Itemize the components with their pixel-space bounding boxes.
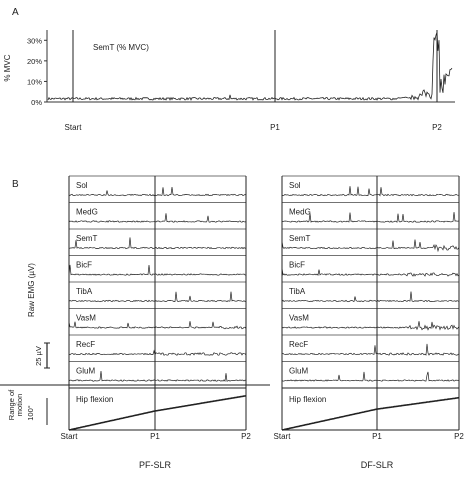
pf-emg-trace-semt: [68, 237, 247, 250]
pf-muscle-label: SemT: [76, 234, 97, 243]
scale-bar: 25 µV: [34, 342, 50, 369]
pf-marker-label: P1: [150, 432, 160, 441]
pf-emg-trace-medg: [68, 213, 247, 223]
df-emg-trace-vasm: [281, 321, 460, 331]
pf-muscle-label: MedG: [76, 208, 98, 217]
pf-muscle-label: RecF: [76, 340, 95, 349]
df-hip-flexion-label: Hip flexion: [289, 395, 326, 404]
panel-a-marker-label: P1: [270, 123, 280, 132]
pf-marker-label: P2: [241, 432, 251, 441]
df-muscle-label: VasM: [289, 314, 309, 323]
panel-b-emg-ylabel: Raw EMG (µV): [27, 263, 36, 317]
pf-muscle-label: BicF: [76, 261, 92, 270]
df-emg-trace-recf: [282, 343, 460, 356]
panel-a-ytick-label: 0%: [31, 98, 42, 107]
rom-label-line1: Range of: [7, 389, 16, 420]
pf-emg-trace-tiba: [68, 291, 247, 303]
rom-label-line2: motion: [15, 394, 24, 417]
panel-a-ylabel: % MVC: [3, 54, 12, 81]
scale-bar-label: 25 µV: [34, 346, 43, 366]
pf-muscle-label: VasM: [76, 314, 96, 323]
df-marker-label: Start: [274, 432, 292, 441]
df-muscle-label: SemT: [289, 234, 310, 243]
pf-hip-flexion-trace: [68, 395, 247, 431]
pf-emg-trace-bicf: [68, 264, 247, 276]
pf-emg-trace-vasm: [68, 321, 247, 330]
df-muscle-label: BicF: [289, 261, 305, 270]
pf-emg-trace-sol: [68, 186, 247, 197]
df-emg-trace-semt: [281, 239, 460, 253]
panel-a-letter: A: [12, 7, 19, 18]
rom-scale-label: 100°: [26, 405, 35, 421]
panel-a-marker-label: P2: [432, 123, 442, 132]
df-muscle-label: GluM: [289, 367, 308, 376]
df-muscle-label: TibA: [289, 287, 306, 296]
panel-a-ytick-label: 20%: [27, 57, 42, 66]
df-marker-label: P1: [372, 432, 382, 441]
pf-slr-panel: Sol MedG SemT BicF TibA VasM RecF GluM Hip flexi…: [61, 175, 251, 441]
panel-a-marker-label: Start: [65, 123, 83, 132]
pf-emg-trace-recf: [68, 349, 247, 356]
df-hip-flexion-trace: [281, 396, 460, 431]
df-marker-label: P2: [454, 432, 464, 441]
panel-b-letter: B: [12, 179, 19, 190]
panel-a-ytick-label: 30%: [27, 36, 42, 45]
panel-a-ytick-label: 10%: [27, 77, 42, 86]
pf-marker-label: Start: [61, 432, 79, 441]
df-muscle-label: MedG: [289, 208, 311, 217]
pf-muscle-label: TibA: [76, 287, 93, 296]
df-slr-title: DF-SLR: [361, 460, 394, 470]
df-emg-trace-glum: [281, 371, 460, 382]
df-emg-trace-sol: [281, 186, 460, 197]
pf-muscle-label: GluM: [76, 367, 95, 376]
df-emg-trace-tiba: [281, 291, 460, 303]
pf-muscle-label: Sol: [76, 181, 88, 190]
df-muscle-label: Sol: [289, 181, 301, 190]
panel-a-semt-trace: [47, 32, 453, 101]
pf-slr-title: PF-SLR: [139, 460, 172, 470]
pf-emg-trace-glum: [68, 370, 247, 382]
panel-a-markers: Start P1 P2: [65, 30, 442, 132]
pf-hip-flexion-label: Hip flexion: [76, 395, 113, 404]
df-emg-trace-bicf: [281, 267, 460, 277]
panel-a-series-label: SemT (% MVC): [93, 43, 149, 52]
df-muscle-label: RecF: [289, 340, 308, 349]
df-slr-panel: Sol MedG SemT BicF TibA VasM RecF GluM Hip flexi…: [274, 175, 464, 441]
panel-a-y-ticks: 0% 10% 20% 30%: [27, 36, 47, 107]
df-emg-trace-medg: [282, 212, 460, 223]
